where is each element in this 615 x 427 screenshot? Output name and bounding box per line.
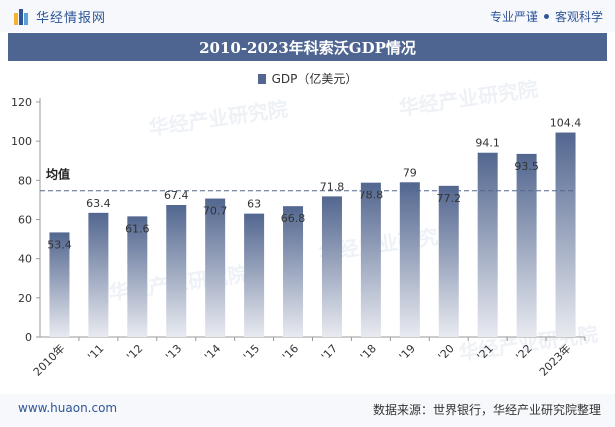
- data-label: 63: [247, 198, 261, 211]
- footer-source: 数据来源：世界银行，华经产业研究院整理: [372, 403, 601, 417]
- bar: [49, 232, 70, 337]
- bar: [399, 182, 420, 337]
- chart-title: 2010-2023年科索沃GDP情况: [199, 38, 416, 57]
- slogan-left: 专业严谨: [489, 10, 538, 24]
- data-label: 67.4: [164, 189, 189, 202]
- legend-label: GDP（亿美元）: [271, 72, 358, 86]
- bar: [205, 198, 226, 337]
- y-tick-label: 120: [11, 96, 32, 109]
- x-tick-label: '12: [124, 342, 145, 363]
- logo-icon: [14, 8, 30, 25]
- x-tick-label: '16: [280, 342, 301, 363]
- y-tick-label: 80: [18, 174, 32, 187]
- y-tick-label: 100: [11, 135, 32, 148]
- bar: [321, 196, 342, 337]
- brand-name: 华经情报网: [36, 11, 107, 26]
- bar: [516, 153, 537, 337]
- x-tick-label: '19: [397, 342, 418, 363]
- data-label: 77.2: [437, 192, 462, 205]
- footer: www.huaon.com 数据来源：世界银行，华经产业研究院整理: [0, 394, 615, 427]
- bar: [438, 185, 459, 337]
- bar: [360, 182, 381, 337]
- data-label: 61.6: [125, 222, 150, 235]
- x-tick-label: '17: [319, 342, 340, 363]
- data-label: 104.4: [550, 117, 582, 130]
- watermark-text: 华经产业研究院: [397, 77, 539, 120]
- data-label: 79: [403, 166, 417, 179]
- bar: [166, 205, 187, 337]
- legend-swatch: [257, 73, 266, 84]
- bar: [244, 213, 265, 337]
- y-tick-label: 60: [18, 214, 32, 227]
- data-label: 94.1: [475, 137, 500, 150]
- x-tick-label: 2010年: [30, 341, 67, 378]
- watermark-text: 华经产业研究院: [147, 97, 289, 140]
- bar: [477, 152, 498, 337]
- slogan: 专业严谨 客观科学: [490, 8, 603, 25]
- bar: [88, 212, 109, 337]
- data-label: 93.5: [514, 160, 539, 173]
- y-tick-label: 40: [18, 253, 32, 266]
- footer-site[interactable]: www.huaon.com: [18, 401, 118, 415]
- bar: [283, 206, 304, 337]
- data-label: 78.8: [359, 189, 384, 202]
- brand: 华经情报网: [14, 7, 106, 26]
- x-tick-label: '13: [163, 342, 184, 363]
- x-tick-label: '11: [85, 342, 106, 363]
- bar: [127, 216, 148, 337]
- dot-icon: [543, 14, 549, 19]
- data-label: 66.8: [281, 212, 306, 225]
- y-tick-label: 20: [18, 292, 32, 305]
- data-label: 53.4: [47, 238, 72, 251]
- data-label: 70.7: [203, 205, 228, 218]
- x-tick-label: '20: [436, 342, 457, 363]
- x-tick-label: '15: [241, 342, 262, 363]
- x-tick-label: '18: [358, 342, 379, 363]
- x-tick-label: '14: [202, 342, 223, 363]
- y-tick-label: 0: [25, 331, 32, 344]
- average-label: 均值: [46, 167, 70, 182]
- data-label: 63.4: [86, 197, 111, 210]
- bar: [555, 132, 576, 337]
- chart-title-bar: 2010-2023年科索沃GDP情况: [8, 33, 607, 61]
- data-label: 71.8: [320, 180, 345, 193]
- chart-legend: GDP（亿美元）: [0, 70, 615, 87]
- slogan-right: 客观科学: [554, 10, 603, 24]
- top-bar: 华经情报网 专业严谨 客观科学: [0, 0, 615, 32]
